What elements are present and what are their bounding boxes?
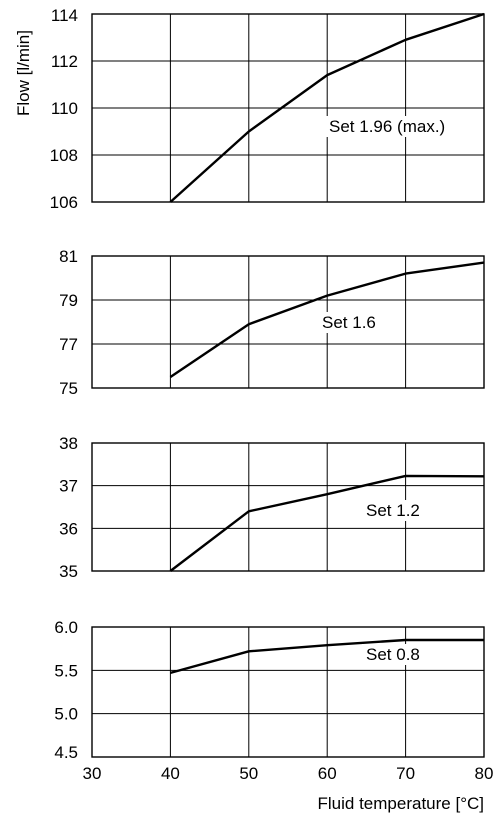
y-tick-label: 5.5 <box>54 661 78 680</box>
y-tick-label: 77 <box>59 335 78 354</box>
y-tick-label: 106 <box>50 193 78 212</box>
y-tick-label: 4.5 <box>54 743 78 762</box>
x-tick-label: 30 <box>83 764 102 783</box>
y-tick-label: 37 <box>59 477 78 496</box>
y-axis-label: Flow [l/min] <box>14 30 33 116</box>
panel-3: 38 37 36 35 Set 1.2 <box>59 434 484 581</box>
x-tick-label: 70 <box>396 764 415 783</box>
y-tick-label: 6.0 <box>54 618 78 637</box>
x-tick-label: 80 <box>475 764 494 783</box>
panel-4: 6.0 5.5 5.0 4.5 Set 0.8 30 40 50 60 70 80 Fluid tem… <box>54 618 493 813</box>
x-tick-label: 50 <box>239 764 258 783</box>
y-tick-label: 35 <box>59 562 78 581</box>
series-label: Set 1.96 (max.) <box>329 117 445 136</box>
y-tick-label: 5.0 <box>54 705 78 724</box>
y-tick-label: 81 <box>59 247 78 266</box>
x-axis-label: Fluid temperature [°C] <box>318 794 484 813</box>
y-tick-label: 112 <box>51 52 78 71</box>
y-tick-label: 79 <box>59 291 78 310</box>
x-tick-label: 60 <box>318 764 337 783</box>
y-tick-label: 110 <box>51 99 78 118</box>
panel-2: 81 79 77 75 Set 1.6 <box>59 247 484 398</box>
plot-frame <box>92 256 484 388</box>
y-tick-label: 114 <box>51 6 78 25</box>
series-label: Set 0.8 <box>366 645 420 664</box>
y-tick-label: 38 <box>59 434 78 453</box>
x-tick-label: 40 <box>161 764 180 783</box>
series-label: Set 1.6 <box>322 313 376 332</box>
series-label: Set 1.2 <box>366 501 420 520</box>
y-tick-label: 36 <box>59 519 78 538</box>
y-tick-label: 75 <box>59 379 78 398</box>
y-tick-label: 108 <box>50 146 78 165</box>
panel-1: 114 112 110 108 106 Set 1.96 (max.) Flow [l/mi… <box>14 6 484 212</box>
